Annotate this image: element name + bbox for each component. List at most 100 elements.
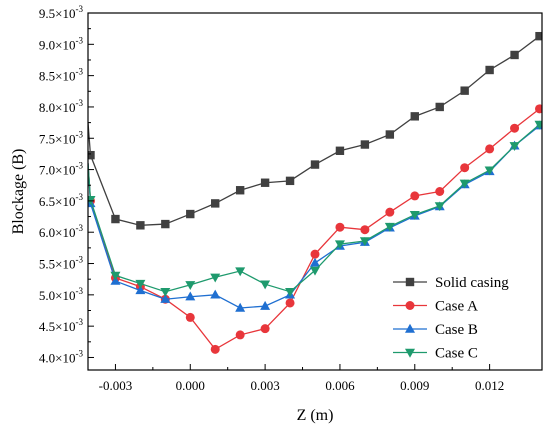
y-tick-label: 5.0×10-3 bbox=[39, 286, 84, 303]
data-point-solid-casing bbox=[435, 102, 444, 112]
legend-item-case-c: Case C bbox=[393, 346, 478, 362]
data-point-case-a bbox=[235, 330, 245, 340]
legend-item-case-b: Case B bbox=[393, 322, 478, 338]
data-point-case-a bbox=[535, 104, 542, 114]
data-point-case-a bbox=[410, 191, 420, 201]
data-point-solid-casing bbox=[360, 140, 370, 149]
data-point-solid-casing bbox=[385, 130, 395, 139]
legend-item-solid-casing: Solid casing bbox=[393, 275, 509, 291]
y-tick-label: 7.0×10-3 bbox=[39, 161, 84, 178]
y-tick-label: 7.5×10-3 bbox=[39, 129, 84, 146]
data-point-case-c bbox=[509, 142, 520, 151]
data-point-case-c bbox=[459, 179, 470, 189]
y-tick-label: 5.5×10-3 bbox=[39, 255, 84, 272]
data-point-solid-casing bbox=[510, 50, 519, 60]
y-tick-label: 9.5×10-3 bbox=[39, 4, 84, 21]
data-point-case-a bbox=[510, 123, 520, 133]
data-point-solid-casing bbox=[485, 65, 494, 75]
data-point-solid-casing bbox=[161, 219, 170, 229]
data-point-solid-casing bbox=[460, 86, 469, 95]
x-tick-label: 0.000 bbox=[176, 378, 205, 393]
x-tick-label: -0.003 bbox=[99, 378, 133, 393]
data-point-case-a bbox=[460, 163, 470, 173]
y-tick-label: 6.0×10-3 bbox=[39, 223, 84, 240]
data-point-case-b bbox=[160, 294, 171, 303]
y-tick-label: 4.5×10-3 bbox=[39, 317, 84, 334]
data-point-case-c bbox=[409, 210, 420, 220]
data-point-case-b bbox=[210, 289, 221, 299]
data-point-case-a bbox=[210, 344, 220, 354]
data-point-case-c bbox=[160, 288, 171, 297]
y-tick-label: 9.0×10-3 bbox=[39, 35, 84, 52]
data-point-solid-casing bbox=[88, 150, 95, 160]
y-tick-label: 6.5×10-3 bbox=[39, 192, 84, 209]
data-point-case-a bbox=[310, 249, 320, 259]
data-point-case-c bbox=[88, 195, 96, 205]
plot-frame bbox=[87, 12, 543, 371]
plot-content bbox=[88, 31, 542, 354]
y-axis: 4.0×10-3 4.5×10-3 5.0×10-3 5.5×10-3 6.0×10-3… bbox=[39, 4, 94, 365]
data-point-case-c bbox=[110, 271, 121, 281]
legend-label: Case A bbox=[435, 299, 478, 315]
data-point-solid-casing bbox=[410, 112, 419, 121]
y-tick-label: 8.5×10-3 bbox=[39, 67, 84, 84]
data-point-case-a bbox=[285, 298, 295, 308]
data-point-case-c bbox=[260, 280, 271, 290]
data-point-solid-casing bbox=[111, 214, 120, 224]
data-point-case-c bbox=[434, 202, 445, 212]
data-point-case-a bbox=[185, 312, 195, 322]
data-point-case-a bbox=[335, 222, 345, 232]
legend: Solid casing Case A Case B Case C bbox=[393, 275, 509, 362]
data-point-case-b bbox=[185, 291, 196, 301]
x-tick-label: 0.003 bbox=[250, 378, 279, 393]
data-point-case-c bbox=[384, 222, 395, 232]
y-tick-label: 4.0×10-3 bbox=[39, 348, 84, 365]
data-point-case-a bbox=[385, 207, 395, 217]
data-point-solid-casing bbox=[211, 199, 220, 208]
data-point-case-b bbox=[235, 302, 246, 312]
series-group bbox=[88, 31, 542, 354]
data-point-case-c bbox=[310, 266, 320, 276]
data-point-case-b bbox=[135, 285, 146, 295]
y-axis-title: Blockage (B) bbox=[10, 149, 27, 235]
legend-marker bbox=[405, 348, 415, 358]
data-point-case-a bbox=[260, 324, 270, 334]
x-axis-title: Z (m) bbox=[297, 407, 334, 424]
data-point-case-a bbox=[485, 144, 495, 154]
data-point-case-c bbox=[285, 288, 296, 297]
data-point-case-a bbox=[435, 187, 445, 196]
data-point-solid-casing bbox=[285, 176, 295, 186]
data-point-case-c bbox=[235, 267, 246, 277]
legend-marker bbox=[405, 277, 415, 287]
legend-label: Case C bbox=[435, 346, 478, 362]
data-point-solid-casing bbox=[260, 178, 270, 187]
legend-label: Case B bbox=[435, 322, 478, 338]
series-line-solid-casing bbox=[88, 35, 540, 226]
data-point-case-b bbox=[260, 300, 271, 310]
data-point-case-c bbox=[210, 273, 221, 283]
x-tick-label: 0.009 bbox=[400, 378, 429, 393]
x-tick-label: 0.006 bbox=[325, 378, 355, 393]
data-point-case-a bbox=[360, 225, 370, 235]
data-point-case-c bbox=[334, 240, 345, 250]
data-point-solid-casing bbox=[335, 146, 345, 155]
data-point-solid-casing bbox=[235, 186, 245, 195]
legend-label: Solid casing bbox=[435, 275, 509, 291]
series-line-case-c bbox=[88, 123, 540, 293]
data-point-case-b bbox=[310, 257, 320, 267]
legend-item-case-a: Case A bbox=[393, 299, 478, 315]
data-point-case-c bbox=[359, 237, 370, 247]
data-point-solid-casing bbox=[310, 160, 320, 169]
x-tick-label: 0.012 bbox=[475, 378, 504, 393]
data-point-solid-casing bbox=[136, 221, 145, 230]
data-point-case-c bbox=[534, 120, 542, 130]
data-point-case-c bbox=[185, 281, 196, 291]
data-point-solid-casing bbox=[535, 31, 542, 41]
data-point-case-c bbox=[484, 166, 495, 176]
data-point-solid-casing bbox=[186, 209, 195, 219]
data-point-case-c bbox=[135, 279, 146, 289]
legend-marker bbox=[405, 323, 415, 333]
y-tick-label: 8.0×10-3 bbox=[39, 98, 84, 115]
